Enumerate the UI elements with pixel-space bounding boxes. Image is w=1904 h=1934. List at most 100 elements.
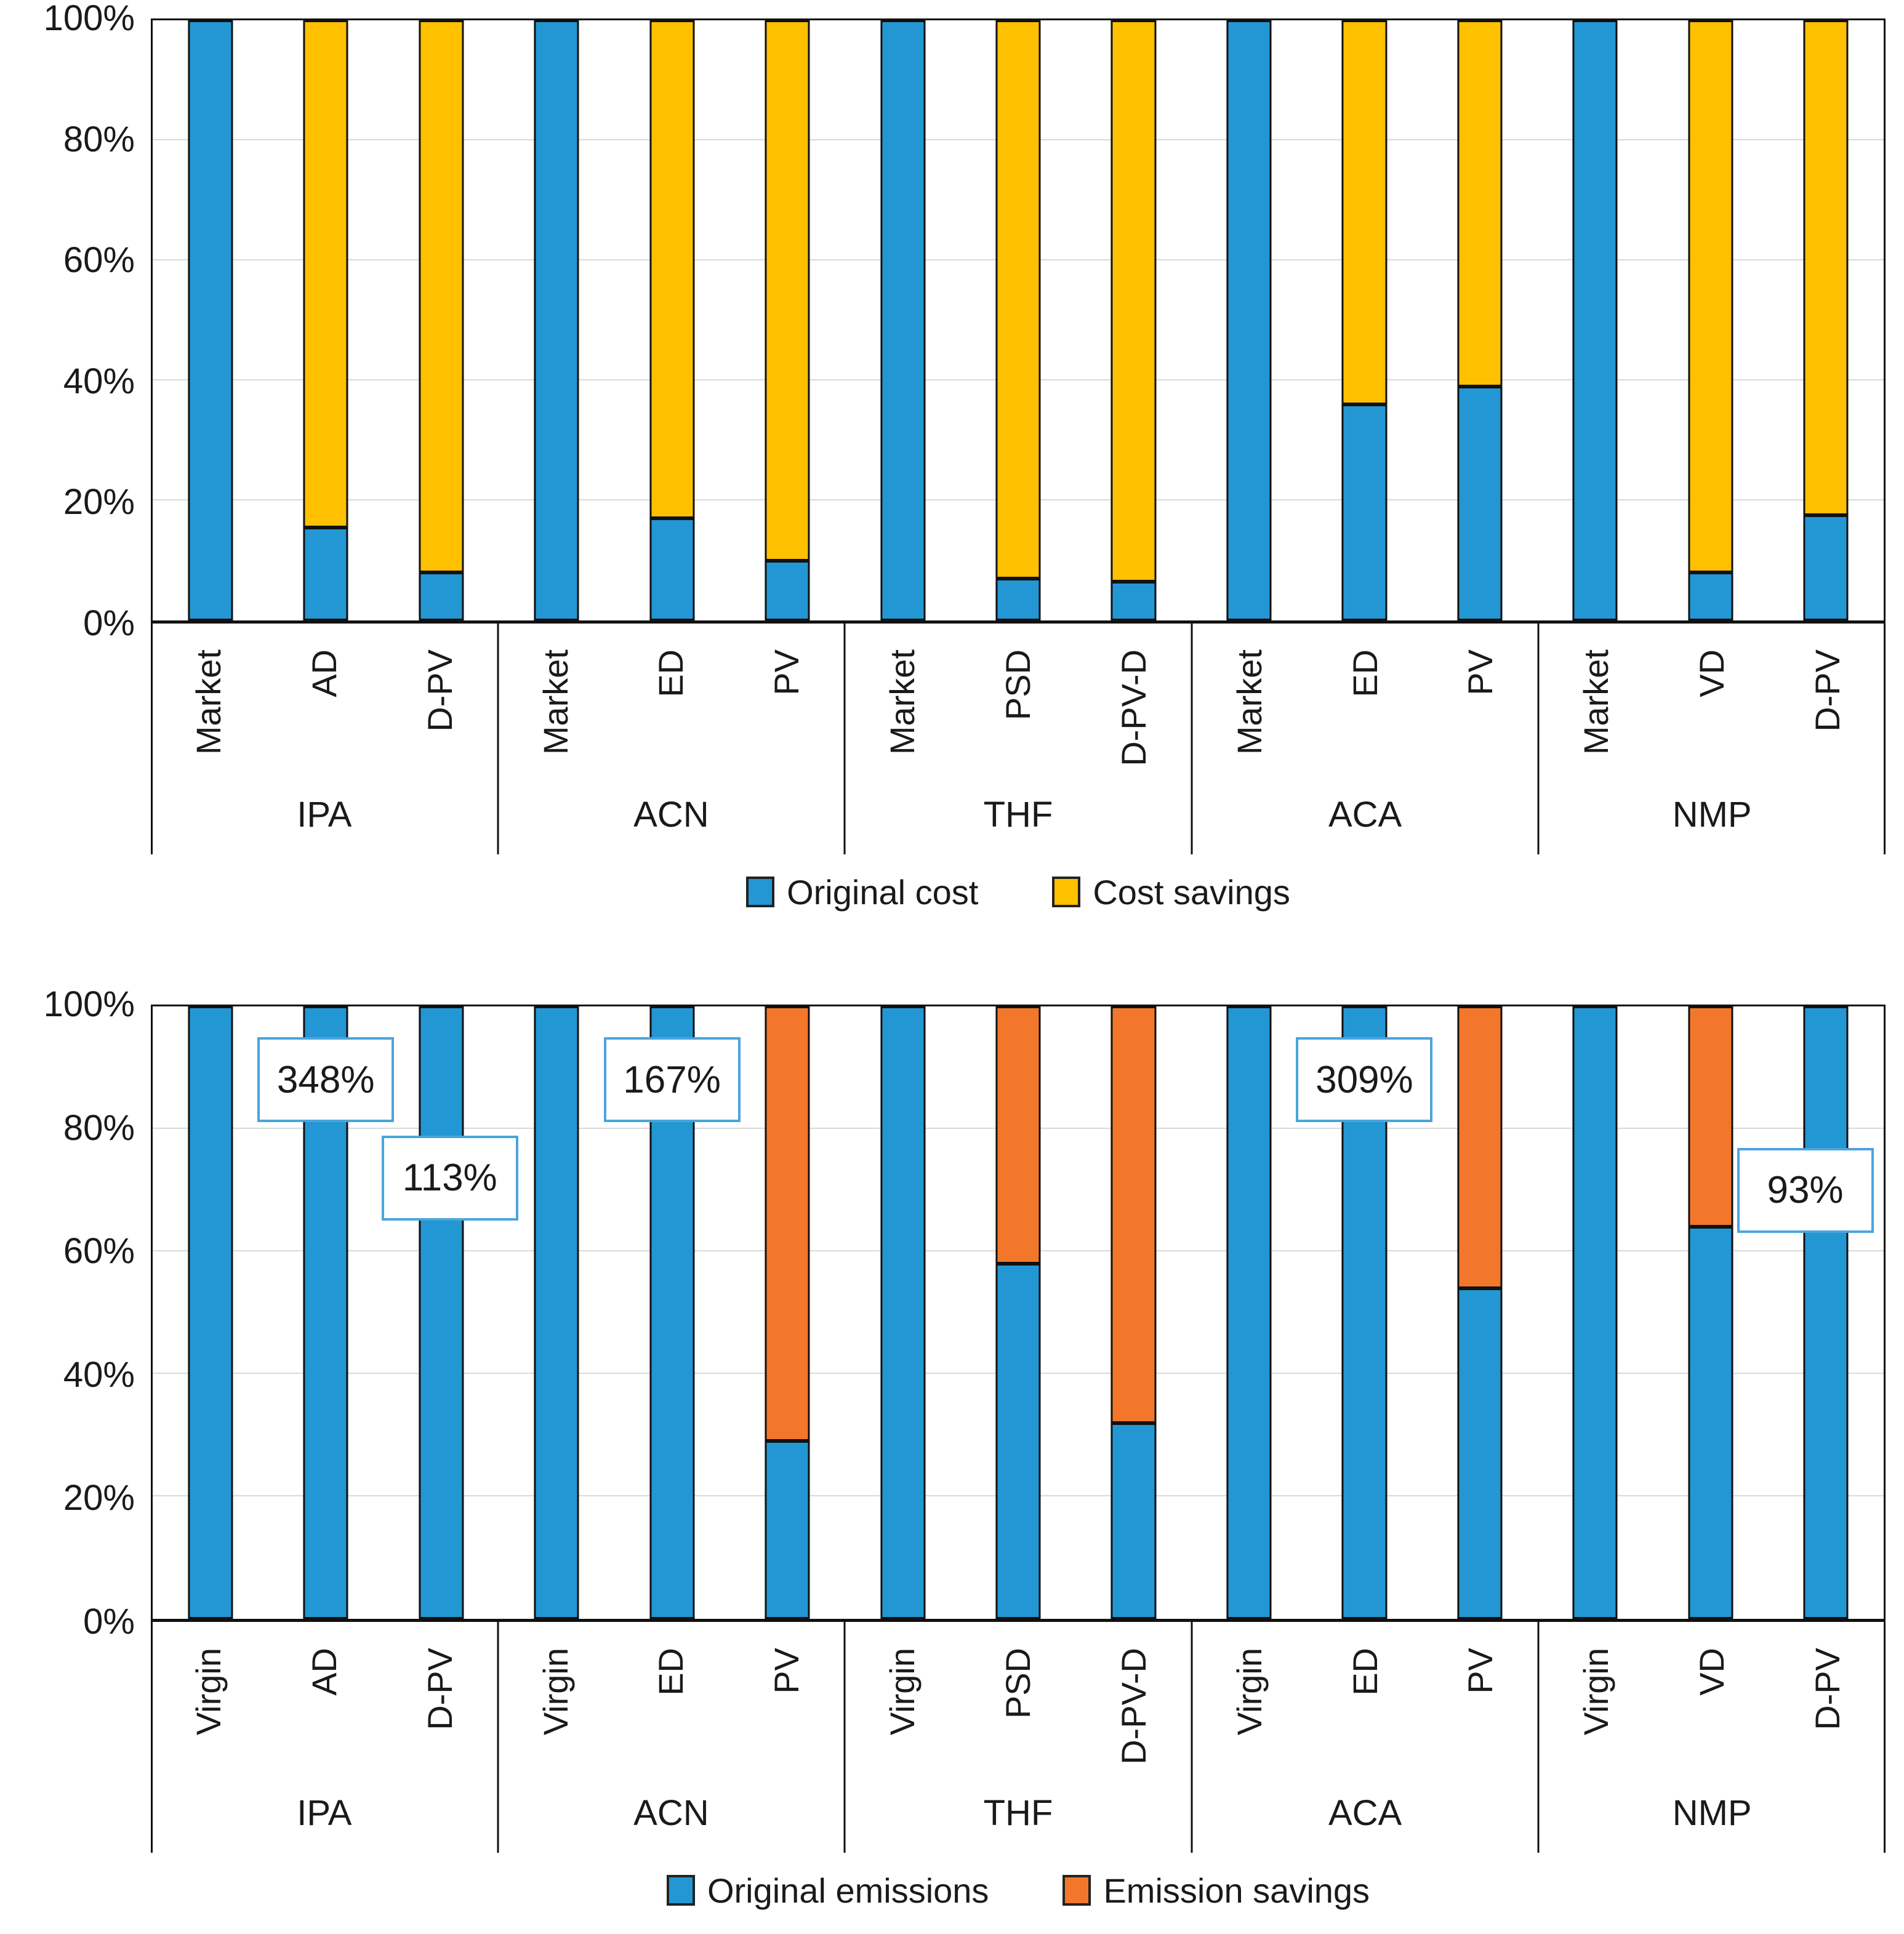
- category-label-slot: VD: [1654, 1648, 1770, 1773]
- category-label: Virgin: [883, 1648, 922, 1736]
- legend-label: Cost savings: [1093, 872, 1290, 912]
- bar-slot: [499, 1006, 614, 1619]
- group-label: ACA: [1328, 794, 1402, 835]
- category-label: PV: [1461, 649, 1500, 696]
- bar-segment-original-cost: [188, 20, 233, 620]
- bar-segment-cost-savings: [1341, 20, 1387, 404]
- category-label-slot: Market: [151, 649, 267, 774]
- bar-slot: [153, 1006, 268, 1619]
- category-label-slot: Virgin: [1192, 1648, 1307, 1773]
- category-label: PV: [767, 649, 806, 696]
- category-label-slot: D-PV-D: [1076, 1648, 1192, 1773]
- bar-slot: [1076, 20, 1191, 620]
- group-divider: [497, 624, 499, 854]
- category-label: D-PV-D: [1114, 649, 1153, 766]
- group-label: ACN: [633, 1792, 709, 1833]
- category-label-slot: ED: [613, 649, 729, 774]
- category-label: PV: [767, 1648, 806, 1694]
- category-label: Market: [536, 649, 575, 755]
- category-label-slot: Virgin: [151, 1648, 267, 1773]
- bar-segment-original-cost: [1572, 20, 1618, 620]
- bar-slot: [1191, 20, 1306, 620]
- category-label-slot: PSD: [960, 649, 1076, 774]
- bar-slot: [1653, 20, 1768, 620]
- bar-slot: [1422, 20, 1537, 620]
- bar-segment-cost-savings: [419, 20, 464, 572]
- bar-slot: [1538, 20, 1653, 620]
- category-label: ED: [651, 649, 691, 697]
- legend-item: Original emissions: [666, 1871, 989, 1911]
- category-label-slot: Virgin: [1538, 1648, 1654, 1773]
- group-label: NMP: [1672, 794, 1752, 835]
- group-divider: [1537, 624, 1540, 854]
- category-label-row: Virgin AD D-PV Virgin ED PV Virgin PSD D-PV-D Vir…: [151, 1622, 1886, 1773]
- category-label-slot: Virgin: [498, 1648, 614, 1773]
- category-label-slot: ED: [1307, 1648, 1423, 1773]
- bar-segment-cost-savings: [1688, 20, 1733, 572]
- bar-slot: [499, 20, 614, 620]
- bar-segment-original-cost: [303, 527, 348, 620]
- bar-slot: [1653, 1006, 1768, 1619]
- group-label: IPA: [297, 794, 352, 835]
- emissions-chart: 100% 80% 60% 40% 20% 0% 348% 113% 167% 309% 93% V…: [0, 987, 1886, 1912]
- bar-slot: [1769, 1006, 1884, 1619]
- category-label: Virgin: [188, 1648, 228, 1736]
- bar-segment-cost-savings: [303, 20, 348, 528]
- bar-segment-emission-savings: [1457, 1006, 1503, 1288]
- bar-segment-original-cost: [1341, 404, 1387, 620]
- category-label: ED: [1345, 1648, 1384, 1696]
- cost-chart-legend: Original cost Cost savings: [151, 870, 1886, 913]
- bar-segment-original-emissions: [1111, 1422, 1157, 1619]
- category-label-slot: PV: [1423, 649, 1538, 774]
- bar-slot: [729, 1006, 845, 1619]
- y-axis-tick: 0%: [83, 603, 135, 643]
- category-label-slot: D-PV: [1770, 1648, 1886, 1773]
- bar-segment-emission-savings: [765, 1006, 810, 1442]
- group-divider: [1191, 624, 1193, 854]
- category-label: PV: [1461, 1648, 1500, 1694]
- bar-segment-original-cost: [419, 572, 464, 620]
- category-label: Virgin: [1229, 1648, 1269, 1736]
- cost-chart-y-axis: 100% 80% 60% 40% 20% 0%: [0, 1, 151, 641]
- category-label-slot: Virgin: [845, 1648, 960, 1773]
- bar-segment-original-cost: [1688, 572, 1733, 620]
- category-label: D-PV: [1807, 649, 1847, 732]
- category-label: ED: [1345, 649, 1384, 697]
- category-label-slot: AD: [267, 649, 382, 774]
- category-label-slot: PV: [729, 1648, 845, 1773]
- category-label: Market: [188, 649, 228, 755]
- bar-segment-original-emissions: [419, 1006, 464, 1619]
- bars-row: [153, 1006, 1884, 1619]
- bar-segment-cost-savings: [1111, 20, 1157, 582]
- bar-slot: [268, 20, 383, 620]
- legend-item: Original cost: [746, 872, 978, 912]
- category-label-slot: D-PV-D: [1076, 649, 1192, 774]
- bar-segment-original-emissions: [188, 1006, 233, 1619]
- group-divider: [151, 624, 153, 854]
- bar-segment-original-emissions: [1803, 1006, 1849, 1619]
- group-divider: [1884, 1622, 1886, 1853]
- bar-segment-original-cost: [765, 560, 810, 620]
- category-label-slot: D-PV: [382, 1648, 498, 1773]
- bar-segment-original-cost: [1803, 515, 1849, 620]
- data-callout: 167%: [603, 1037, 741, 1123]
- category-label-row: Market AD D-PV Market ED PV Market PSD D-PV-D Mar…: [151, 624, 1886, 774]
- bar-segment-original-cost: [1457, 386, 1503, 620]
- y-axis-tick: 60%: [63, 1231, 135, 1272]
- legend-label: Original emissions: [707, 1871, 989, 1910]
- cost-chart: 100% 80% 60% 40% 20% 0% Market AD D-PV Market ED P…: [0, 1, 1886, 913]
- category-label-slot: Market: [845, 649, 960, 774]
- legend-swatch: [666, 1875, 695, 1906]
- category-label: Market: [1577, 649, 1616, 755]
- category-label: Virgin: [536, 1648, 575, 1736]
- emissions-chart-plot-area: 348% 113% 167% 309% 93%: [151, 1005, 1886, 1622]
- group-divider: [1537, 1622, 1540, 1853]
- y-axis-tick: 20%: [63, 1478, 135, 1519]
- bar-segment-original-cost: [1226, 20, 1272, 620]
- bar-slot: [614, 20, 729, 620]
- y-axis-tick: 80%: [63, 119, 135, 159]
- emissions-chart-y-axis: 100% 80% 60% 40% 20% 0%: [0, 987, 151, 1640]
- bar-segment-original-emissions: [880, 1006, 926, 1619]
- group-divider: [1191, 1622, 1193, 1853]
- category-label: Market: [883, 649, 922, 755]
